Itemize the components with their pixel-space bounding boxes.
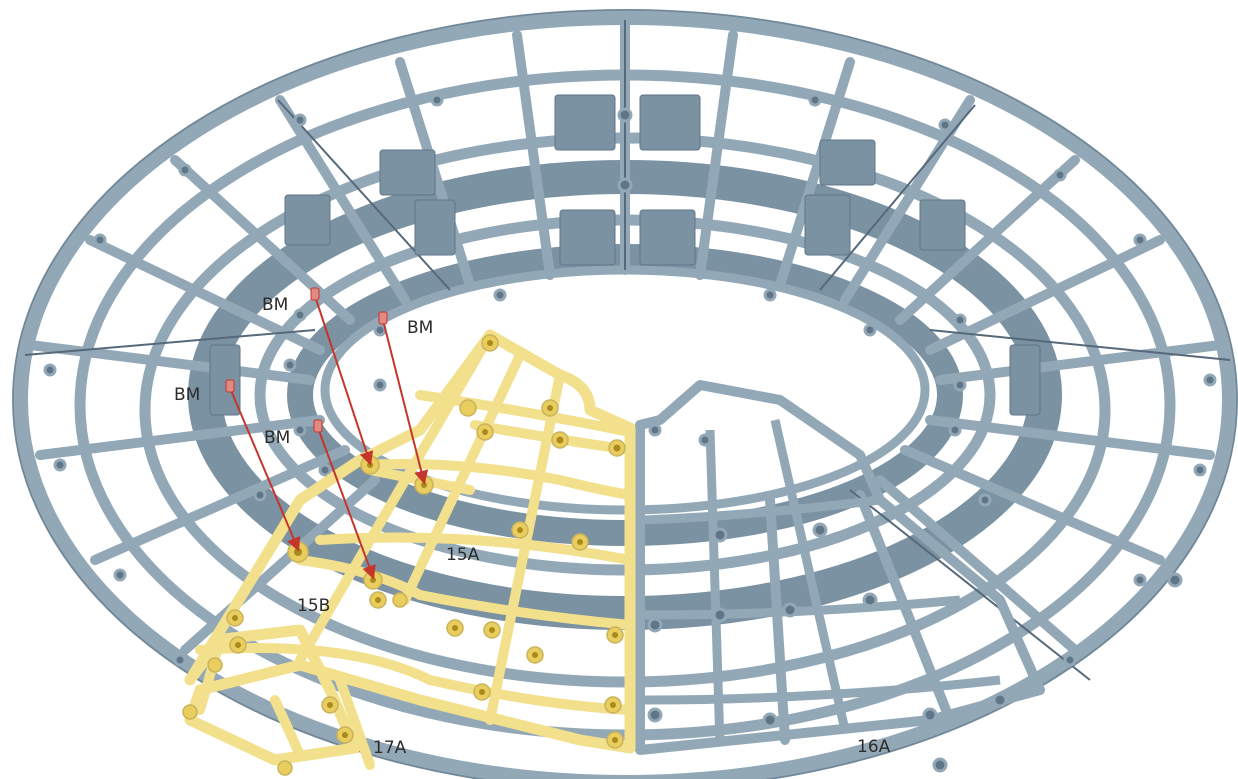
wall-panels <box>209 94 1041 416</box>
label-bm-2: BM <box>407 318 433 338</box>
grey-bosses <box>43 93 1217 773</box>
label-bm-4: BM <box>264 428 290 448</box>
arrow-bm-4 <box>317 427 376 580</box>
arrow-bm-2 <box>382 319 429 485</box>
outer-rim-edge <box>12 9 1238 779</box>
outer-rim <box>12 9 1238 779</box>
label-part-15b: 15B <box>297 596 330 616</box>
segment-15a-15b-outline <box>184 329 636 766</box>
segment-16a-ribs <box>644 419 1001 746</box>
arrow-bm-1 <box>314 295 374 466</box>
segment-seams <box>24 20 1231 681</box>
label-part-17a: 17A <box>373 738 407 758</box>
yellow-boss-holes <box>232 340 621 743</box>
arrow-bm-3 <box>229 387 301 552</box>
label-part-15a: 15A <box>446 545 480 565</box>
label-bm-3: BM <box>174 385 200 405</box>
bolt-markers <box>225 287 388 433</box>
highlighted-segments <box>182 329 636 776</box>
label-bm-1: BM <box>262 295 288 315</box>
insertion-arrows <box>225 287 429 580</box>
grey-ring-frame <box>12 9 1238 779</box>
label-part-16a: 16A <box>857 737 891 757</box>
labels: BM BM BM BM 15A 15B 17A 16A <box>174 295 891 758</box>
